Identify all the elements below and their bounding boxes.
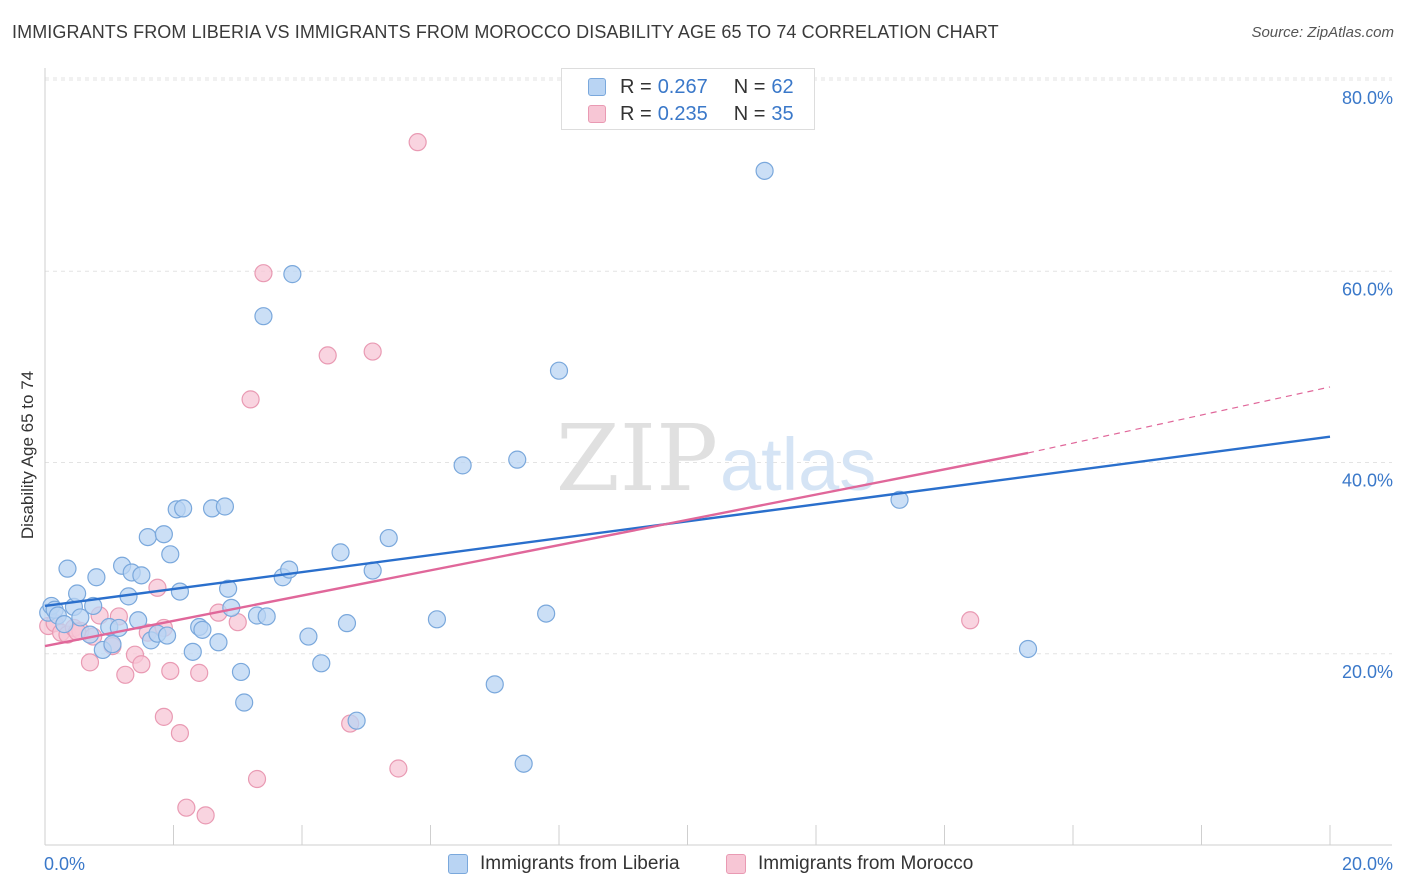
liberia-legend-swatch: [448, 854, 468, 874]
legend-row-liberia: R = 0.267 N = 62: [588, 76, 833, 98]
liberia-point: [231, 662, 251, 682]
liberia-point: [103, 635, 122, 654]
trend-lines: [44, 386, 1331, 648]
liberia-point: [347, 711, 366, 730]
liberia-point: [508, 450, 527, 469]
y-axis-label: Disability Age 65 to 74: [18, 371, 37, 539]
liberia-point: [157, 626, 177, 645]
x-tick-label-max: 20.0%: [1342, 854, 1393, 874]
liberia-point: [55, 615, 74, 634]
liberia-point: [174, 499, 193, 518]
legend-row-morocco: R = 0.235 N = 35: [588, 103, 833, 125]
morocco-point: [389, 759, 408, 778]
liberia-point: [453, 456, 472, 475]
liberia-point: [257, 607, 276, 626]
liberia-point: [537, 604, 556, 623]
morocco-n-value: 35: [771, 102, 794, 125]
n-key: N =: [733, 102, 766, 125]
morocco-point: [177, 798, 196, 817]
y-tick-label: 80.0%: [1342, 88, 1393, 108]
morocco-point: [408, 133, 427, 152]
liberia-point: [215, 497, 234, 516]
morocco-point: [254, 264, 273, 283]
morocco-point: [154, 707, 173, 726]
morocco-trend-line: [44, 451, 1029, 648]
liberia-point: [71, 608, 90, 627]
watermark-atlas: atlas: [720, 423, 876, 506]
liberia-point: [254, 307, 273, 326]
y-tick-label: 40.0%: [1342, 471, 1393, 491]
chart-title: IMMIGRANTS FROM LIBERIA VS IMMIGRANTS FR…: [12, 22, 999, 42]
liberia-r-value: 0.267: [657, 75, 708, 98]
liberia-point: [68, 584, 87, 603]
liberia-point: [312, 654, 331, 673]
morocco-point: [148, 578, 167, 597]
liberia-point: [235, 693, 254, 712]
morocco-point: [241, 390, 260, 409]
liberia-point: [337, 614, 357, 633]
liberia-point: [427, 610, 447, 629]
morocco-legend-label: Immigrants from Morocco: [758, 853, 974, 874]
morocco-trend-extension: [1027, 386, 1331, 454]
liberia-point: [755, 161, 774, 180]
liberia-point: [80, 625, 100, 644]
liberia-point: [193, 620, 212, 639]
morocco-swatch: [588, 105, 606, 123]
liberia-point: [84, 596, 103, 616]
y-tick-label: 20.0%: [1342, 662, 1393, 682]
morocco-point: [116, 665, 135, 684]
watermark: ZIP atlas: [556, 405, 876, 512]
gridlines: [45, 77, 1392, 655]
liberia-point: [331, 543, 350, 562]
liberia-point: [58, 559, 77, 578]
liberia-point: [154, 525, 173, 544]
legend-item-morocco: Immigrants from Morocco: [726, 851, 973, 877]
liberia-point: [1018, 639, 1038, 659]
morocco-point: [318, 346, 337, 365]
n-key: N =: [733, 75, 766, 98]
morocco-point: [190, 663, 209, 682]
morocco-r-value: 0.235: [657, 102, 708, 125]
liberia-point: [379, 528, 398, 548]
morocco-point: [961, 611, 980, 630]
liberia-point: [209, 633, 228, 652]
liberia-point: [890, 490, 909, 509]
morocco-point: [170, 724, 190, 743]
y-tick-label: 60.0%: [1342, 279, 1393, 299]
liberia-point: [514, 754, 533, 773]
r-key: R =: [620, 75, 652, 98]
liberia-point: [138, 527, 157, 547]
liberia-point: [183, 642, 202, 661]
liberia-swatch: [588, 78, 606, 96]
morocco-point: [161, 661, 180, 681]
source-credit: Source: ZipAtlas.com: [1251, 24, 1394, 41]
r-key: R =: [620, 102, 652, 125]
liberia-point: [170, 582, 190, 601]
liberia-points: [39, 161, 1038, 773]
axes: [44, 68, 1392, 846]
morocco-point: [132, 655, 151, 674]
liberia-point: [161, 545, 180, 564]
liberia-legend-label: Immigrants from Liberia: [480, 853, 680, 874]
liberia-point: [219, 579, 238, 598]
liberia-point: [549, 361, 569, 380]
morocco-point: [363, 342, 382, 361]
liberia-point: [283, 265, 302, 284]
x-tick-label-min: 0.0%: [44, 854, 85, 874]
liberia-point: [132, 566, 151, 585]
correlation-legend: R = 0.267 N = 62 R = 0.235 N = 35: [561, 68, 815, 130]
liberia-point: [485, 675, 504, 694]
legend-item-liberia: Immigrants from Liberia: [448, 851, 680, 877]
morocco-point: [196, 806, 215, 825]
morocco-legend-swatch: [726, 854, 746, 874]
liberia-point: [299, 627, 318, 646]
liberia-point: [87, 568, 106, 587]
liberia-trend-line: [44, 435, 1331, 608]
tick-labels: 20.0% 40.0% 60.0% 80.0% 0.0% 20.0%: [44, 88, 1393, 874]
watermark-zip: ZIP: [556, 405, 718, 512]
morocco-point: [247, 769, 267, 789]
morocco-point: [80, 653, 100, 672]
liberia-n-value: 62: [771, 75, 794, 98]
